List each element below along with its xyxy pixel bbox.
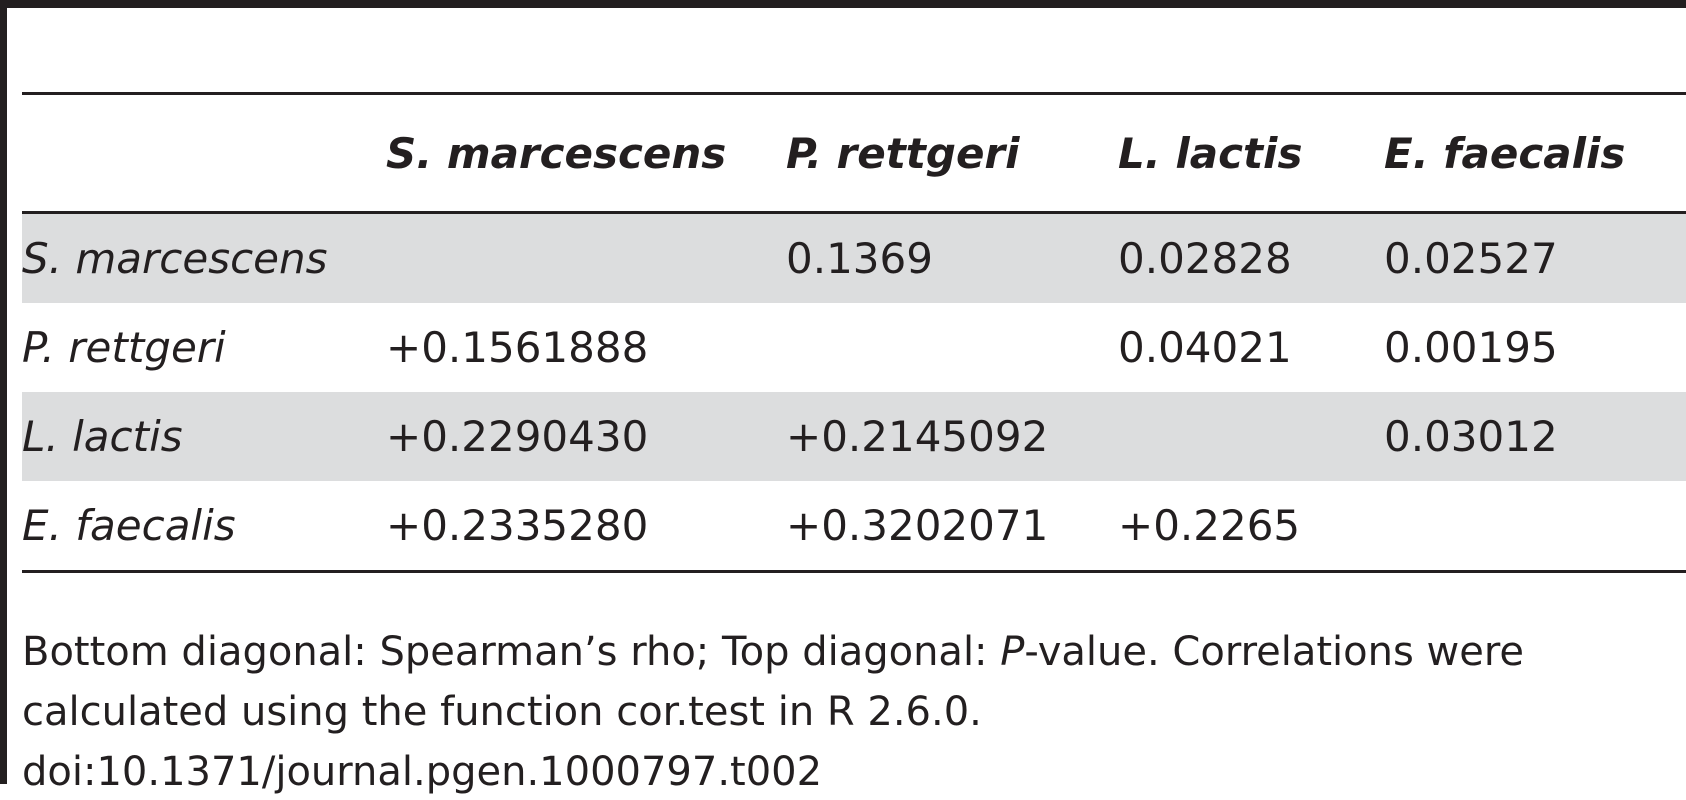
table-cell: 0.1369 (786, 212, 1118, 303)
header-l-lactis: L. lactis (1118, 128, 1303, 178)
table-row: P. rettgeri +0.1561888 0.04021 0.00195 (22, 303, 1686, 392)
table-footnote: Bottom diagonal: Spearman’s rho; Top dia… (22, 622, 1622, 800)
correlation-table: S. marcescens P. rettgeri L. lactis E. f… (22, 92, 1686, 573)
table-cell: +0.2265 (1118, 501, 1301, 550)
header-e-faecalis: E. faecalis (1384, 128, 1626, 178)
table-cell: 0.00195 (1384, 323, 1558, 372)
table-cell (1118, 392, 1384, 481)
table-row: S. marcescens 0.1369 0.02828 0.02527 (22, 212, 1686, 303)
header-p-rettgeri: P. rettgeri (786, 128, 1020, 178)
header-s-marcescens: S. marcescens (386, 128, 727, 178)
header-row: S. marcescens P. rettgeri L. lactis E. f… (22, 93, 1686, 213)
table-cell: 0.03012 (1384, 392, 1686, 481)
table-row: E. faecalis +0.2335280 +0.3202071 +0.226… (22, 481, 1686, 572)
footnote-part2: -value. Correlations were calculated usi… (22, 629, 1525, 735)
table-cell: 0.02527 (1384, 212, 1686, 303)
header-corner (22, 94, 386, 213)
top-rule (0, 0, 1686, 8)
footnote-text: Bottom diagonal: Spearman’s rho; Top dia… (22, 622, 1622, 742)
table-cell (1384, 481, 1686, 572)
doi-link[interactable]: doi:10.1371/journal.pgen.1000797.t002 (22, 749, 823, 795)
table-cell: +0.1561888 (386, 323, 649, 372)
table-cell (386, 212, 786, 303)
table-cell: 0.02828 (1118, 212, 1384, 303)
left-rule (0, 0, 7, 784)
row-label: E. faecalis (22, 501, 236, 550)
table-cell: +0.2145092 (786, 392, 1118, 481)
footnote-p-italic: P (1000, 629, 1025, 675)
table-cell: +0.3202071 (786, 501, 1049, 550)
table-cell: +0.2335280 (386, 501, 649, 550)
table-cell: 0.04021 (1118, 323, 1292, 372)
row-label: S. marcescens (22, 212, 386, 303)
row-label: P. rettgeri (22, 323, 226, 372)
table-cell: +0.2290430 (386, 392, 786, 481)
table-cell (786, 303, 1118, 392)
table-row: L. lactis +0.2290430 +0.2145092 0.03012 (22, 392, 1686, 481)
row-label: L. lactis (22, 392, 386, 481)
correlation-table-container: S. marcescens P. rettgeri L. lactis E. f… (22, 92, 1686, 573)
footnote-part1: Bottom diagonal: Spearman’s rho; Top dia… (22, 629, 1001, 675)
